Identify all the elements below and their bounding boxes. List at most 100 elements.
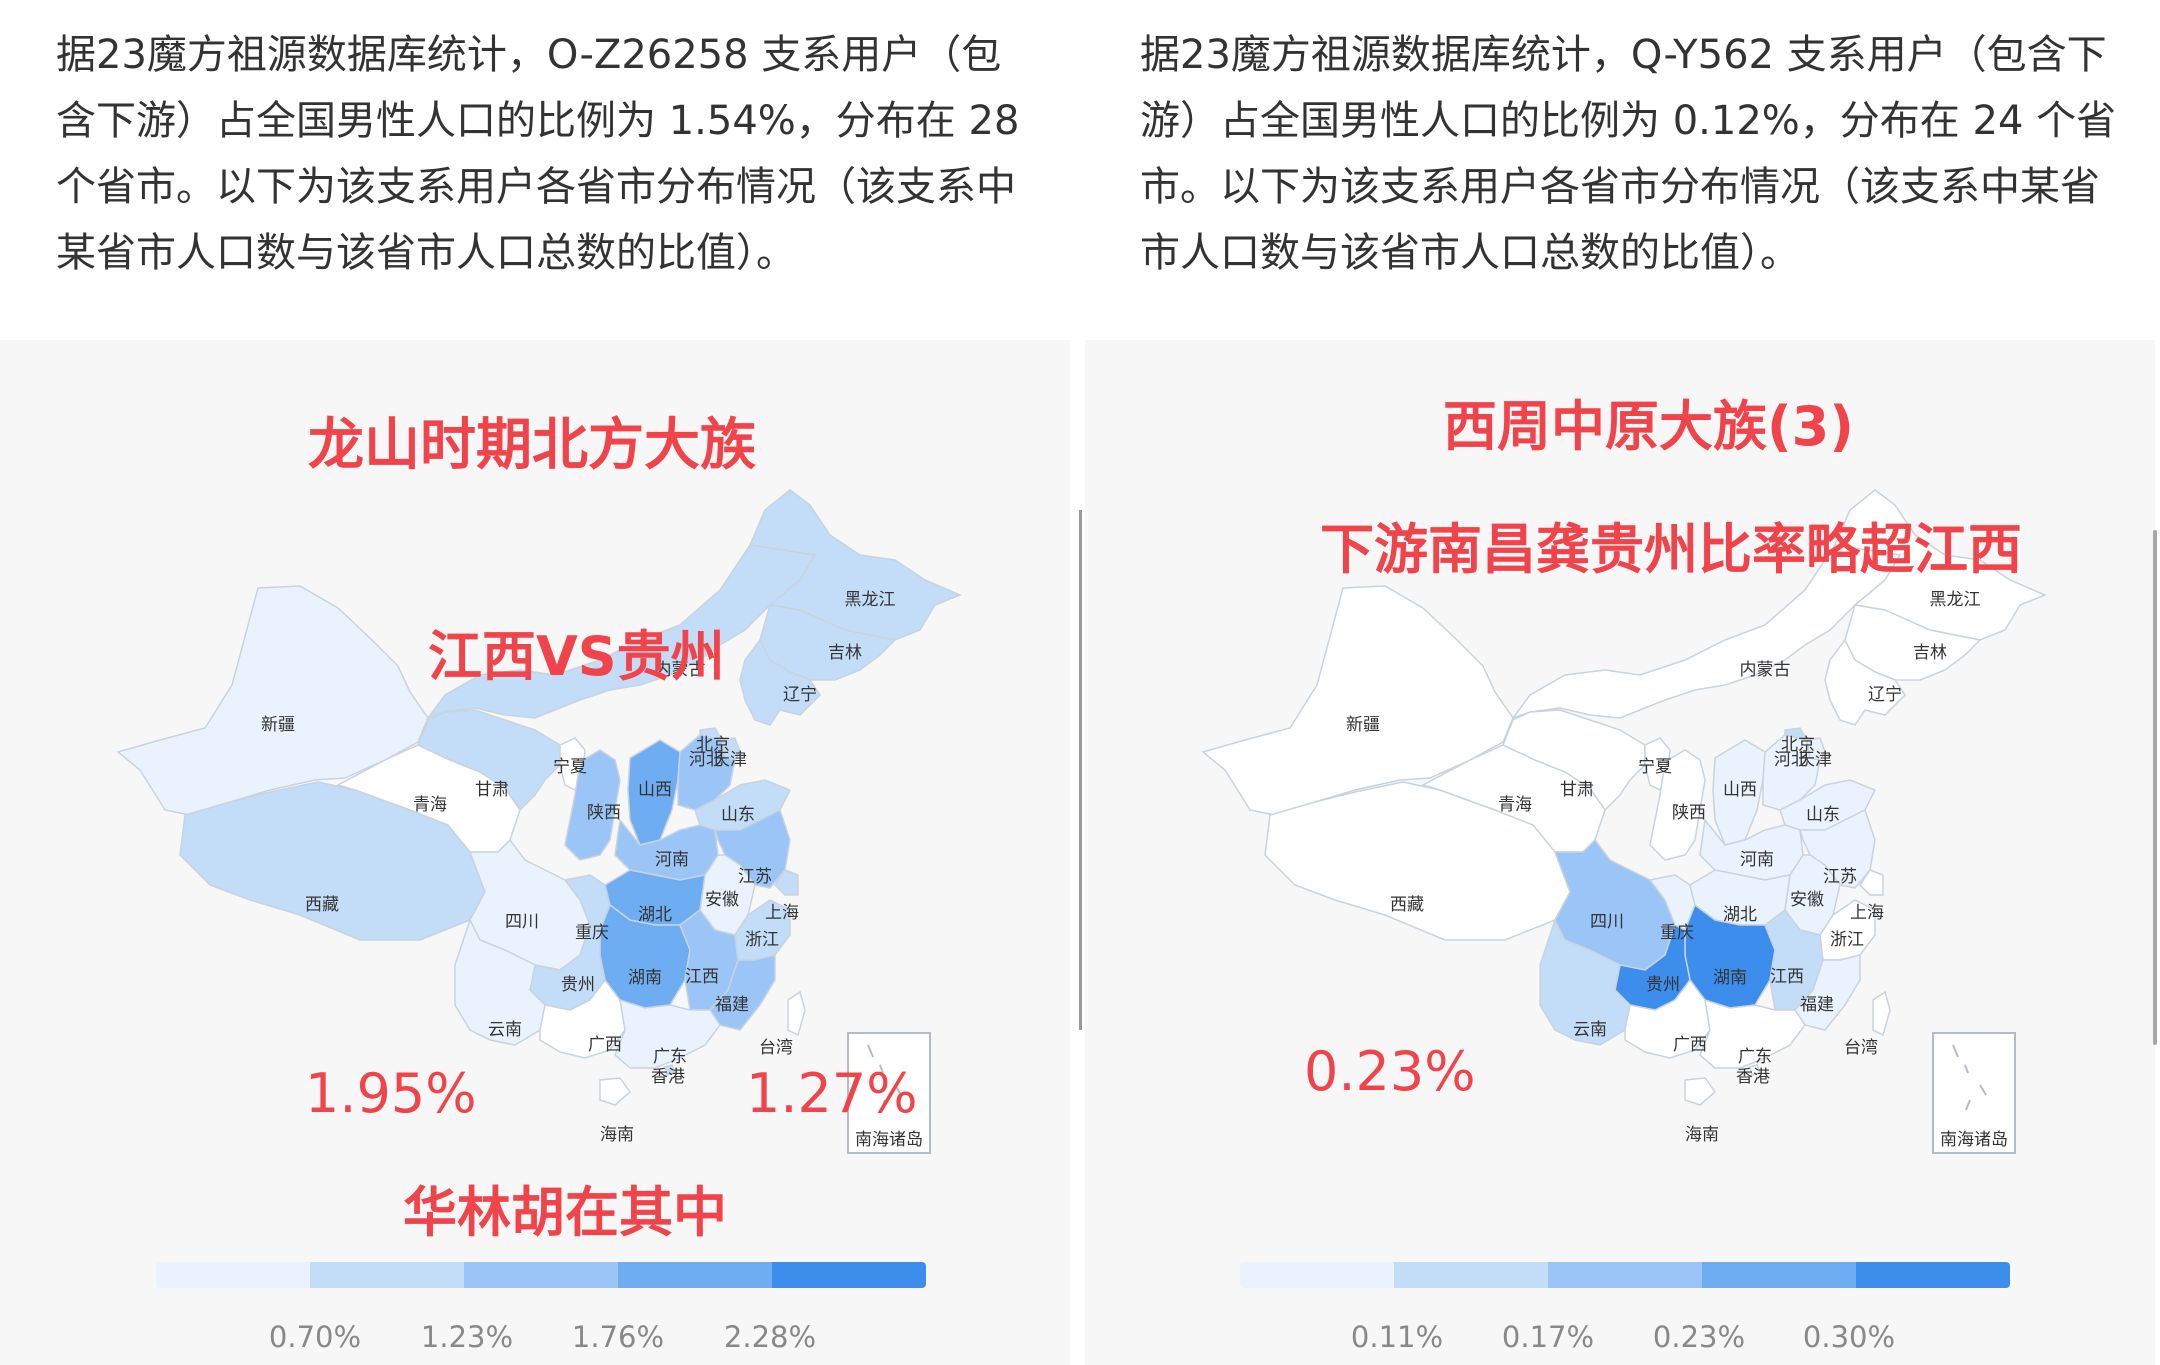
- province-label: 四川: [1590, 912, 1624, 932]
- value-a-left: 1.95%: [305, 1062, 477, 1125]
- province-label: 安徽: [705, 890, 739, 910]
- legend-swatch-3: [464, 1262, 618, 1288]
- legend-swatch-4: [618, 1262, 772, 1288]
- province-河北[interactable]: [1762, 734, 1821, 811]
- inset-label: 南海诸岛: [1940, 1130, 2008, 1150]
- legend-tick-left-2: 1.23%: [420, 1320, 514, 1354]
- inset-label: 南海诸岛: [855, 1130, 923, 1150]
- province-天津[interactable]: [721, 737, 741, 761]
- province-label: 江西: [685, 967, 719, 987]
- province-河北[interactable]: [677, 734, 736, 811]
- province-山西[interactable]: [1712, 739, 1766, 846]
- province-label: 河北: [1774, 750, 1808, 770]
- province-天津[interactable]: [1806, 737, 1826, 761]
- province-label: 安徽: [1790, 890, 1824, 910]
- province-上海[interactable]: [1859, 869, 1884, 896]
- province-label: 上海: [1850, 903, 1884, 923]
- south-sea-inset: [1932, 1032, 2016, 1154]
- footer-note-left: 华林胡在其中: [403, 1181, 727, 1244]
- province-label: 北京: [696, 735, 730, 755]
- province-香港[interactable]: [664, 1064, 676, 1076]
- map-panel-left: [0, 340, 1070, 1365]
- province-label: 辽宁: [1868, 685, 1902, 705]
- province-label: 台湾: [1844, 1038, 1878, 1058]
- province-label: 新疆: [1346, 715, 1380, 735]
- province-台湾[interactable]: [1872, 990, 1891, 1037]
- province-label: 内蒙古: [1740, 660, 1791, 680]
- province-label: 西藏: [305, 895, 339, 915]
- value-a-right: 0.23%: [1304, 1040, 1476, 1103]
- province-label: 辽宁: [783, 685, 817, 705]
- province-label: 广东: [653, 1047, 687, 1067]
- province-label: 山东: [721, 805, 755, 825]
- province-label: 山东: [1806, 805, 1840, 825]
- map-panel-right: [1085, 340, 2155, 1365]
- province-label: 四川: [505, 912, 539, 932]
- province-label: 湖北: [1723, 905, 1757, 925]
- legend-tick-right-3: 0.23%: [1652, 1320, 1746, 1354]
- province-label: 陕西: [1672, 803, 1706, 823]
- province-label: 重庆: [575, 923, 609, 943]
- province-香港[interactable]: [1749, 1064, 1761, 1076]
- province-label: 江苏: [1823, 867, 1857, 887]
- description-left: 据23魔方祖源数据库统计，O-Z26258 支系用户（包含下游）占全国男性人口的…: [56, 32, 1020, 276]
- province-label: 云南: [488, 1020, 522, 1040]
- province-江苏[interactable]: [1798, 808, 1876, 889]
- province-label: 云南: [1573, 1020, 1607, 1040]
- subtitle-right: 下游南昌龚贵州比率略超江西: [1320, 518, 2022, 581]
- province-label: 青海: [1498, 795, 1532, 815]
- province-label: 重庆: [1660, 923, 1694, 943]
- province-海南[interactable]: [1684, 1077, 1717, 1106]
- province-label: 青海: [413, 795, 447, 815]
- inset-islands: [867, 1044, 902, 1111]
- province-label: 香港: [651, 1067, 685, 1087]
- province-广西[interactable]: [539, 978, 626, 1059]
- subtitle-left: 江西VS贵州: [428, 625, 725, 688]
- province-陕西[interactable]: [1649, 749, 1706, 861]
- province-label: 浙江: [1830, 930, 1864, 950]
- province-label: 黑龙江: [845, 590, 896, 610]
- legend-swatch-1: [1240, 1262, 1394, 1288]
- province-label: 黑龙江: [1930, 590, 1981, 610]
- legend-tick-left-1: 0.70%: [268, 1320, 362, 1354]
- legend-bar-left: [156, 1262, 926, 1288]
- province-label: 宁夏: [1638, 757, 1672, 777]
- legend-tick-right-2: 0.17%: [1501, 1320, 1595, 1354]
- province-label: 湖北: [638, 905, 672, 925]
- province-辽宁[interactable]: [739, 638, 821, 726]
- value-b-left: 1.27%: [746, 1062, 918, 1125]
- legend-bar-right: [1240, 1262, 2010, 1288]
- province-label: 北京: [1781, 735, 1815, 755]
- province-广西[interactable]: [1624, 978, 1711, 1059]
- province-广东[interactable]: [1699, 998, 1806, 1069]
- province-label: 贵州: [561, 975, 595, 995]
- province-label: 台湾: [759, 1038, 793, 1058]
- province-label: 吉林: [1913, 643, 1947, 663]
- province-label: 甘肃: [475, 780, 509, 800]
- province-广东[interactable]: [614, 998, 721, 1069]
- legend-tick-right-4: 0.30%: [1802, 1320, 1896, 1354]
- province-海南[interactable]: [599, 1077, 632, 1106]
- legend-tick-left-3: 1.76%: [571, 1320, 665, 1354]
- province-label: 江苏: [738, 867, 772, 887]
- province-label: 西藏: [1390, 895, 1424, 915]
- province-辽宁[interactable]: [1824, 638, 1906, 726]
- province-label: 陕西: [587, 803, 621, 823]
- province-label: 广西: [1673, 1035, 1707, 1055]
- province-台湾[interactable]: [787, 990, 806, 1037]
- province-陕西[interactable]: [564, 749, 621, 861]
- province-label: 福建: [1800, 995, 1834, 1015]
- legend-swatch-2: [1394, 1262, 1548, 1288]
- province-label: 河北: [689, 750, 723, 770]
- scrollbar[interactable]: [2153, 530, 2157, 1045]
- province-山西[interactable]: [627, 739, 681, 846]
- province-江苏[interactable]: [713, 808, 791, 889]
- province-上海[interactable]: [774, 869, 799, 896]
- province-label: 广西: [588, 1035, 622, 1055]
- province-label: 河南: [655, 850, 689, 870]
- province-label: 天津: [713, 750, 747, 770]
- province-label: 内蒙古: [655, 660, 706, 680]
- province-label: 湖南: [1713, 968, 1747, 988]
